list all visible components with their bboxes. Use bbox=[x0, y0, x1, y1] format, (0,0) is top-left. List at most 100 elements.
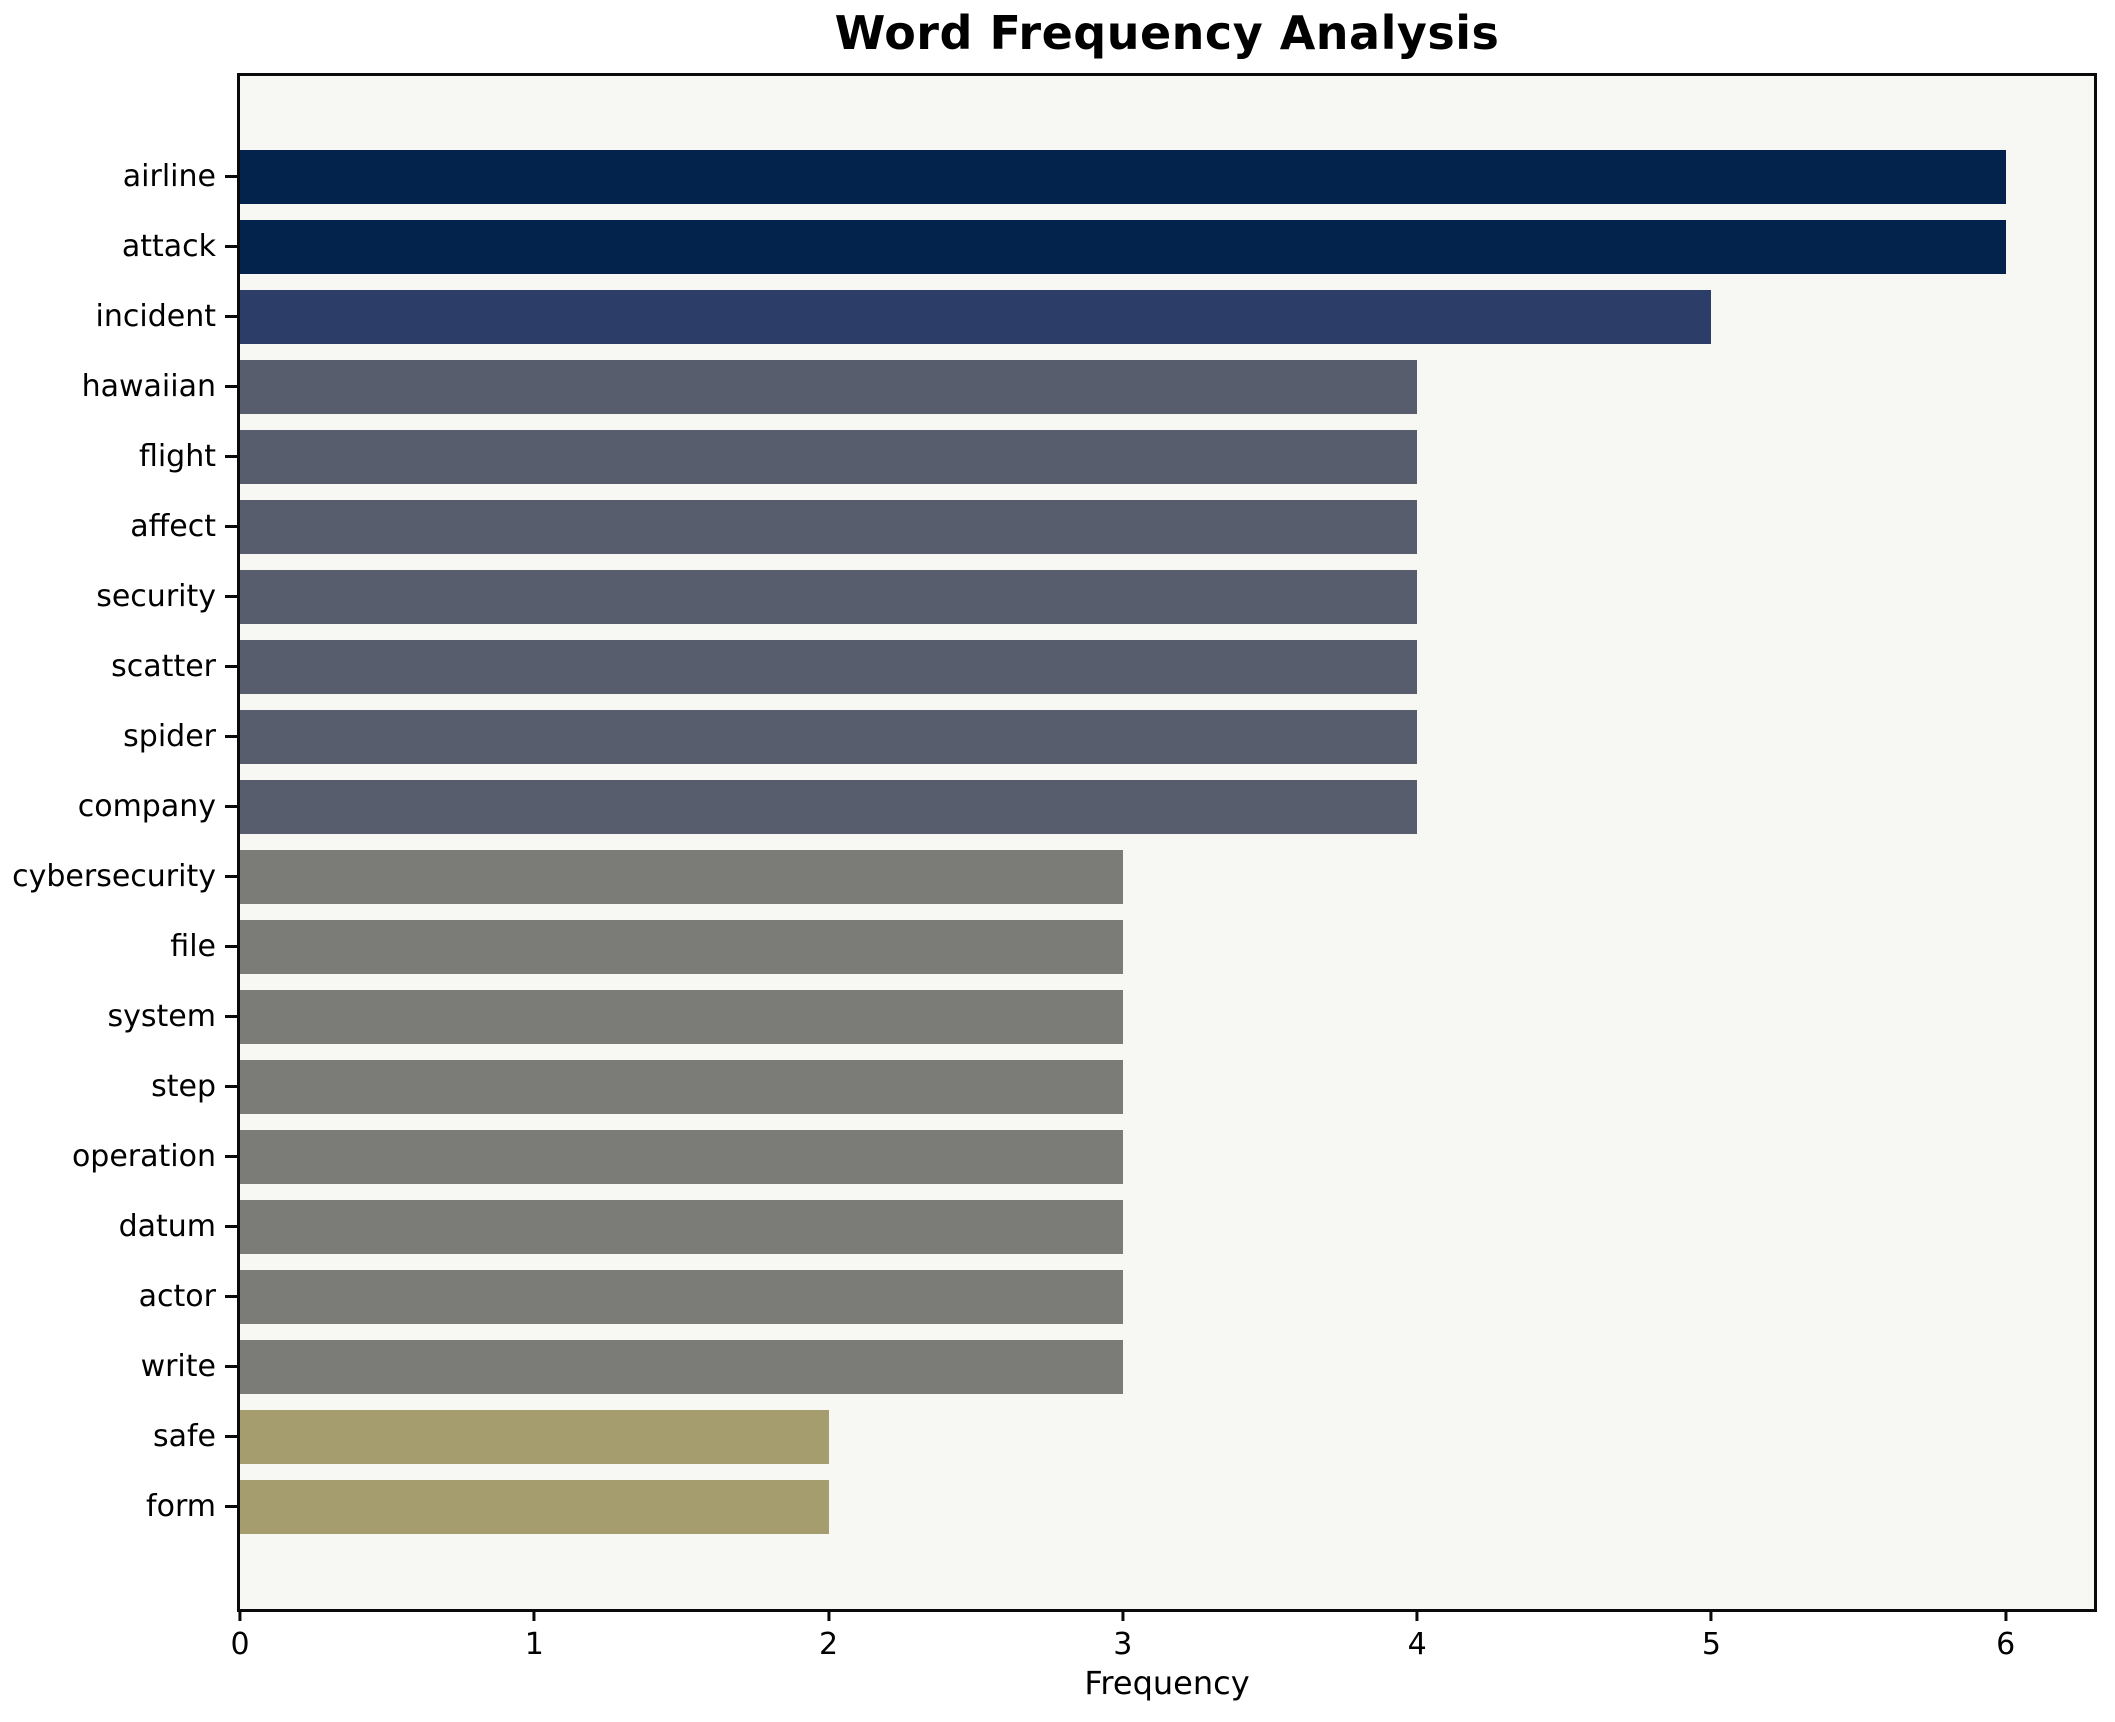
bar-row: form bbox=[146, 1472, 2094, 1542]
x-tick-label: 0 bbox=[230, 1627, 250, 1662]
x-tick-mark bbox=[1415, 1609, 1419, 1621]
bar-row: step bbox=[151, 1052, 2094, 1122]
y-tick-label: hawaiian bbox=[81, 369, 216, 404]
y-tick-mark bbox=[225, 525, 237, 528]
bar-operation bbox=[240, 1130, 1123, 1184]
x-tick: 2 bbox=[819, 1609, 838, 1662]
y-tick-mark bbox=[225, 1085, 237, 1088]
x-tick-label: 2 bbox=[819, 1627, 839, 1662]
y-tick-mark bbox=[225, 1015, 237, 1018]
x-tick-mark bbox=[532, 1609, 536, 1621]
bar-safe bbox=[240, 1410, 829, 1464]
x-tick-label: 4 bbox=[1407, 1627, 1427, 1662]
bar-form bbox=[240, 1480, 829, 1534]
y-tick-mark bbox=[225, 455, 237, 458]
bar-row: operation bbox=[72, 1122, 2094, 1192]
y-tick-mark bbox=[225, 665, 237, 668]
bar-row: actor bbox=[139, 1262, 2094, 1332]
x-tick: 4 bbox=[1408, 1609, 1427, 1662]
bar-company bbox=[240, 780, 1418, 834]
bar-step bbox=[240, 1060, 1123, 1114]
bar-row: spider bbox=[123, 702, 2094, 772]
bar-row: datum bbox=[119, 1192, 2094, 1262]
bar-row: cybersecurity bbox=[12, 842, 2094, 912]
x-tick-mark bbox=[238, 1609, 242, 1621]
y-tick-label: datum bbox=[118, 1209, 216, 1244]
bar-affect bbox=[240, 500, 1418, 554]
x-tick: 1 bbox=[525, 1609, 544, 1662]
bar-row: company bbox=[78, 772, 2094, 842]
y-tick-label: company bbox=[77, 789, 216, 824]
bar-hawaiian bbox=[240, 360, 1418, 414]
x-tick-label: 6 bbox=[1996, 1627, 2016, 1662]
y-tick-mark bbox=[225, 805, 237, 808]
bar-spider bbox=[240, 710, 1418, 764]
y-tick-mark bbox=[225, 385, 237, 388]
y-tick-label: system bbox=[107, 999, 216, 1034]
x-tick-mark bbox=[1121, 1609, 1125, 1621]
bar-system bbox=[240, 990, 1123, 1044]
y-tick-label: security bbox=[96, 579, 216, 614]
x-tick-mark bbox=[2004, 1609, 2008, 1621]
bar-airline bbox=[240, 150, 2006, 204]
y-tick-mark bbox=[225, 1435, 237, 1438]
x-tick-label: 3 bbox=[1113, 1627, 1133, 1662]
y-tick-mark bbox=[225, 875, 237, 878]
y-tick-label: incident bbox=[95, 299, 216, 334]
y-tick-label: airline bbox=[122, 159, 216, 194]
y-tick-label: safe bbox=[152, 1419, 216, 1454]
x-tick: 0 bbox=[230, 1609, 250, 1662]
y-tick-mark bbox=[225, 945, 237, 948]
bar-incident bbox=[240, 290, 1712, 344]
y-tick-mark bbox=[225, 315, 237, 318]
y-tick-mark bbox=[225, 1505, 237, 1508]
bar-row: system bbox=[108, 982, 2094, 1052]
y-tick-label: form bbox=[146, 1489, 216, 1524]
y-tick-mark bbox=[225, 1225, 237, 1228]
bar-row: write bbox=[141, 1332, 2094, 1402]
x-tick-label: 5 bbox=[1701, 1627, 1721, 1662]
bar-row: safe bbox=[153, 1402, 2094, 1472]
bar-attack bbox=[240, 220, 2006, 274]
bar-flight bbox=[240, 430, 1418, 484]
x-tick: 6 bbox=[1996, 1609, 2015, 1662]
chart-title: Word Frequency Analysis bbox=[834, 6, 1500, 60]
y-tick-label: scatter bbox=[111, 649, 216, 684]
bar-row: flight bbox=[139, 422, 2094, 492]
y-tick-mark bbox=[225, 1365, 237, 1368]
x-tick-mark bbox=[827, 1609, 831, 1621]
y-tick-label: actor bbox=[138, 1279, 216, 1314]
bar-row: airline bbox=[123, 142, 2094, 212]
bar-security bbox=[240, 570, 1418, 624]
y-tick-label: attack bbox=[121, 229, 216, 264]
y-tick-label: spider bbox=[123, 719, 216, 754]
plot-area: airline attack incident hawaiian flight affec… bbox=[12, 73, 2097, 1662]
y-tick-label: step bbox=[151, 1069, 216, 1104]
bar-row: incident bbox=[96, 282, 2094, 352]
y-tick-mark bbox=[225, 735, 237, 738]
x-tick-label: 1 bbox=[524, 1627, 544, 1662]
bar-row: scatter bbox=[111, 632, 2094, 702]
y-tick-mark bbox=[225, 1155, 237, 1158]
bars-container: airline attack incident hawaiian flight affec… bbox=[12, 76, 2094, 1609]
y-tick-mark bbox=[225, 245, 237, 248]
y-tick-label: operation bbox=[71, 1139, 216, 1174]
x-tick: 5 bbox=[1702, 1609, 1721, 1662]
x-tick: 3 bbox=[1113, 1609, 1132, 1662]
y-tick-mark bbox=[225, 175, 237, 178]
y-tick-label: cybersecurity bbox=[12, 859, 216, 894]
y-tick-label: file bbox=[170, 929, 216, 964]
bar-row: affect bbox=[130, 492, 2094, 562]
bar-cybersecurity bbox=[240, 850, 1123, 904]
y-tick-mark bbox=[225, 595, 237, 598]
bar-row: attack bbox=[122, 212, 2094, 282]
bar-datum bbox=[240, 1200, 1123, 1254]
y-tick-label: affect bbox=[130, 509, 216, 544]
y-tick-mark bbox=[225, 1295, 237, 1298]
bar-write bbox=[240, 1340, 1123, 1394]
bar-actor bbox=[240, 1270, 1123, 1324]
bar-row: security bbox=[96, 562, 2094, 632]
y-tick-label: flight bbox=[138, 439, 216, 474]
bar-file bbox=[240, 920, 1123, 974]
